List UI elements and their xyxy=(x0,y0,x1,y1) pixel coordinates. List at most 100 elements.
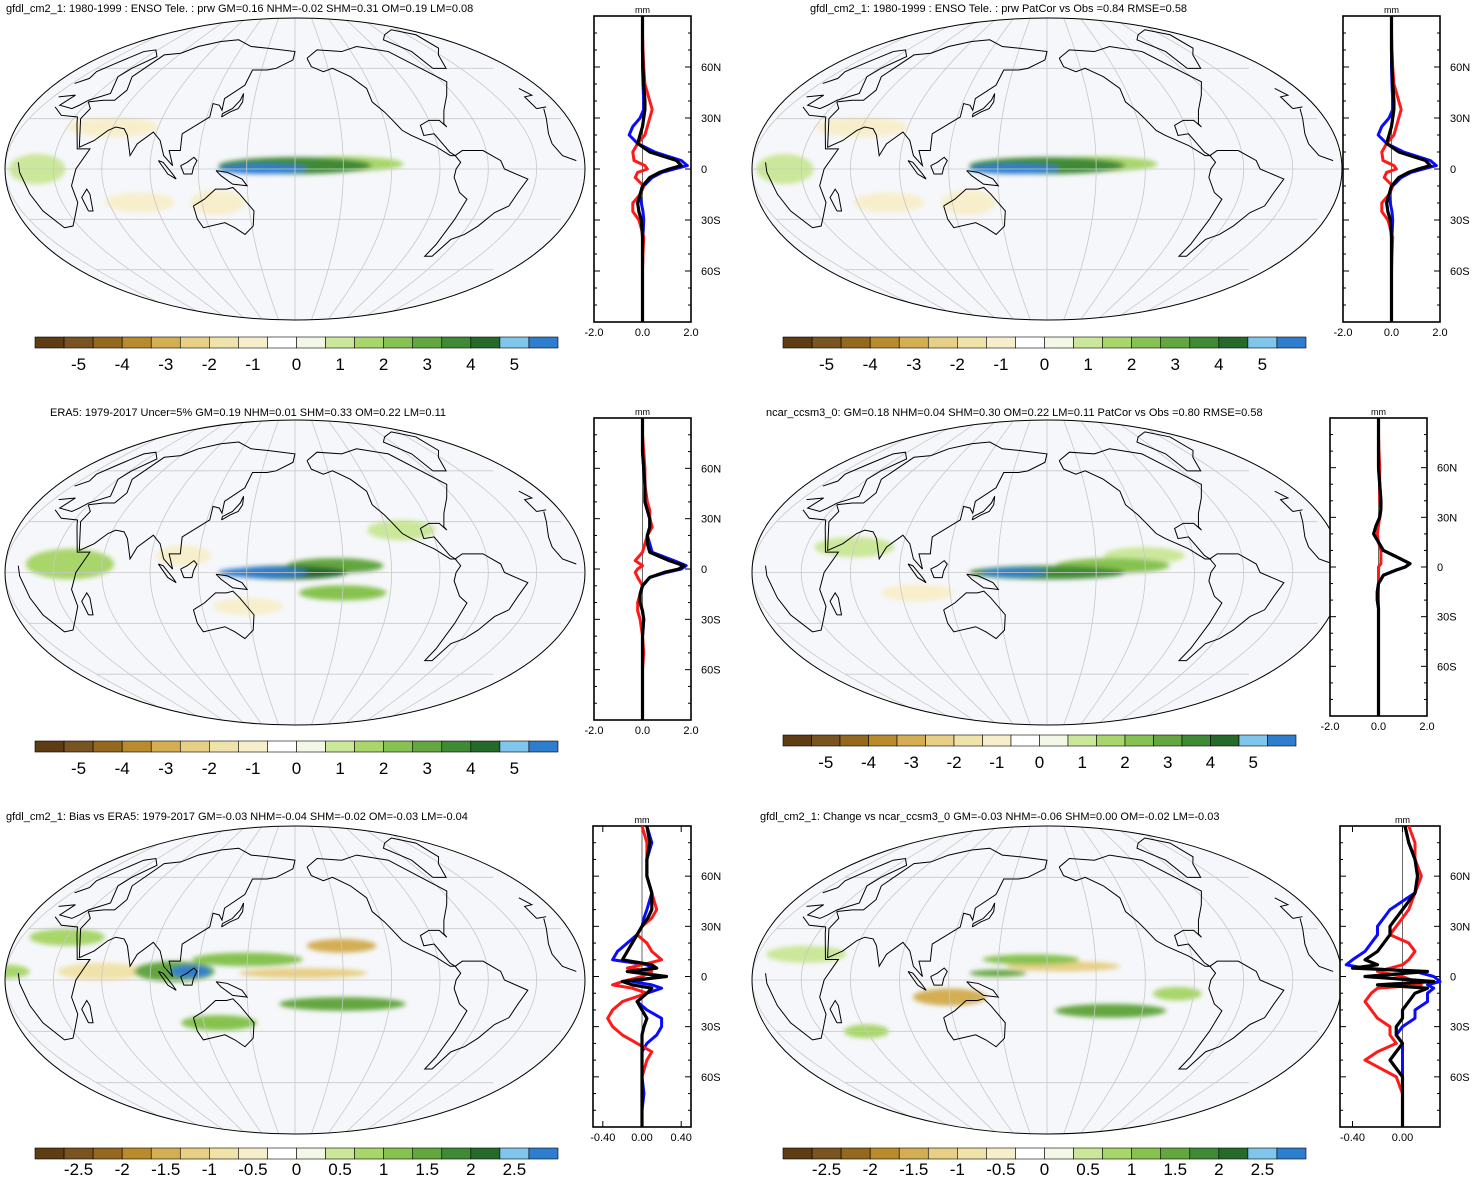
coastline-africa xyxy=(765,106,840,229)
zonal-mean-panel: mm -0.40 0.00 60N 30N 0 30S 60S xyxy=(1339,815,1470,1144)
zonal-xtick-label: 0.00 xyxy=(1392,1132,1413,1144)
anomaly-region xyxy=(367,519,436,541)
colorbar-label: -1.5 xyxy=(151,1160,180,1179)
colorbar-label: 5 xyxy=(1258,355,1267,374)
colorbar-label: -3 xyxy=(906,355,921,374)
coastline-newguinea xyxy=(966,170,1000,187)
zonal-xtick-label: 2.0 xyxy=(1432,327,1447,339)
colorbar-box xyxy=(528,740,559,753)
coastline-borneo xyxy=(930,967,948,986)
coastlines xyxy=(17,837,577,1070)
colorbar-box xyxy=(63,740,94,753)
colorbar-box xyxy=(1015,1147,1045,1160)
coastline-africa xyxy=(1299,108,1310,145)
colorbar-box xyxy=(441,1147,472,1160)
graticule xyxy=(5,826,585,1134)
coastline-australia xyxy=(943,998,1006,1048)
colorbar-label: 4 xyxy=(466,759,475,778)
coastline-greenland xyxy=(382,29,447,69)
colorbar-label: 2.5 xyxy=(1251,1160,1275,1179)
coastline-europe xyxy=(806,451,908,513)
anomaly-region xyxy=(1152,986,1202,1001)
colorbar-box xyxy=(179,336,210,349)
colorbar-box xyxy=(121,740,152,753)
colorbar-label: -1 xyxy=(989,753,1004,772)
zonal-frame xyxy=(1339,825,1441,1128)
colorbar-label: 2 xyxy=(379,759,388,778)
coastline-europe xyxy=(518,88,537,109)
colorbar-box xyxy=(1131,336,1162,349)
coastline-africa xyxy=(551,546,577,565)
colorbar-box xyxy=(1102,336,1132,349)
coastline-borneo xyxy=(180,559,198,579)
graticule xyxy=(5,420,585,725)
coastline-madagascar xyxy=(81,999,94,1024)
coastline-newguinea xyxy=(215,170,249,187)
colorbar-box xyxy=(499,1147,530,1160)
coastline-madagascar xyxy=(829,591,843,616)
zonal-unit: mm xyxy=(1395,815,1410,825)
colorbar-box xyxy=(470,1147,501,1160)
zonal-lat-label: 0 xyxy=(1437,562,1443,574)
zonal-lat-label: 60N xyxy=(1437,463,1457,475)
zonal-lat-label: 60S xyxy=(701,665,721,677)
colorbar-label: 3 xyxy=(423,759,432,778)
zonal-lat-label: 60S xyxy=(1437,661,1457,673)
anomaly-field xyxy=(814,536,1186,602)
zonal-lat-label: 30S xyxy=(1450,215,1470,227)
coastlines xyxy=(765,837,1334,1070)
colorbar-box xyxy=(267,1147,297,1160)
colorbar-box xyxy=(528,1147,559,1160)
colorbar-label: 2.5 xyxy=(503,1160,527,1179)
colorbar-box xyxy=(34,1147,65,1160)
zonal-unit: mm xyxy=(635,815,650,825)
colorbar-box xyxy=(209,1147,239,1160)
colorbar-label: -0.5 xyxy=(238,1160,267,1179)
zonal-xtick-label: 0.40 xyxy=(670,1132,691,1144)
colorbar-box xyxy=(1160,336,1191,349)
coastline-namerica xyxy=(1058,46,1212,157)
colorbar-box xyxy=(150,1147,181,1160)
colorbar-box xyxy=(986,336,1016,349)
coastline-australia xyxy=(192,590,255,640)
colorbar-label: -1 xyxy=(950,1160,965,1179)
colorbar-box xyxy=(499,740,530,753)
coastline-samerica xyxy=(423,553,529,662)
panel-2: gfdl_cm2_1: 1980-1999 : ENSO Tele. : prw… xyxy=(751,3,1470,374)
colorbar-label: -2 xyxy=(202,355,217,374)
zonal-lat-label: 30N xyxy=(701,921,721,933)
colorbar-box xyxy=(869,1147,900,1160)
coastline-greenland xyxy=(1136,431,1202,472)
colorbar-box xyxy=(1044,1147,1074,1160)
zonal-xtick-label: 0.00 xyxy=(631,1132,652,1144)
colorbar-box xyxy=(986,1147,1016,1160)
colorbar-box xyxy=(470,336,501,349)
colorbar-box xyxy=(238,740,268,753)
coastline-australia xyxy=(943,590,1006,640)
coastline-sumatra xyxy=(157,160,177,180)
coastline-madagascar xyxy=(829,999,843,1024)
coastline-greenland xyxy=(382,431,447,472)
coastline-namerica xyxy=(306,854,457,967)
panel-6: gfdl_cm2_1: Change vs ncar_ccsm3_0 GM=-0… xyxy=(751,811,1470,1179)
anomaly-field xyxy=(25,519,436,615)
colorbar-box xyxy=(92,740,123,753)
zonal-xtick-label: 2.0 xyxy=(1419,721,1434,733)
zonal-mean-panel: mm -2.0 0.0 2.0 60N 30N 0 30S 60S xyxy=(585,407,722,737)
zonal-xtick-label: 2.0 xyxy=(683,327,698,339)
colorbar-box xyxy=(296,336,326,349)
colorbar-box xyxy=(412,740,443,753)
colorbar-box xyxy=(296,1147,326,1160)
coastline-madagascar xyxy=(81,591,94,616)
colorbar-label: 1.5 xyxy=(415,1160,439,1179)
colorbar-box xyxy=(1044,336,1074,349)
coastline-africa xyxy=(17,916,91,1041)
zonal-lat-label: 0 xyxy=(701,164,707,176)
colorbar-box xyxy=(528,336,559,349)
colorbar-label: 3 xyxy=(1171,355,1180,374)
colorbar-box xyxy=(868,734,898,747)
colorbar: -5 -4 -3 -2 -1 0 1 2 3 4 5 xyxy=(34,336,559,374)
colorbar-label: -5 xyxy=(818,753,833,772)
colorbar-box xyxy=(1124,734,1154,747)
colorbar-box xyxy=(1096,734,1126,747)
